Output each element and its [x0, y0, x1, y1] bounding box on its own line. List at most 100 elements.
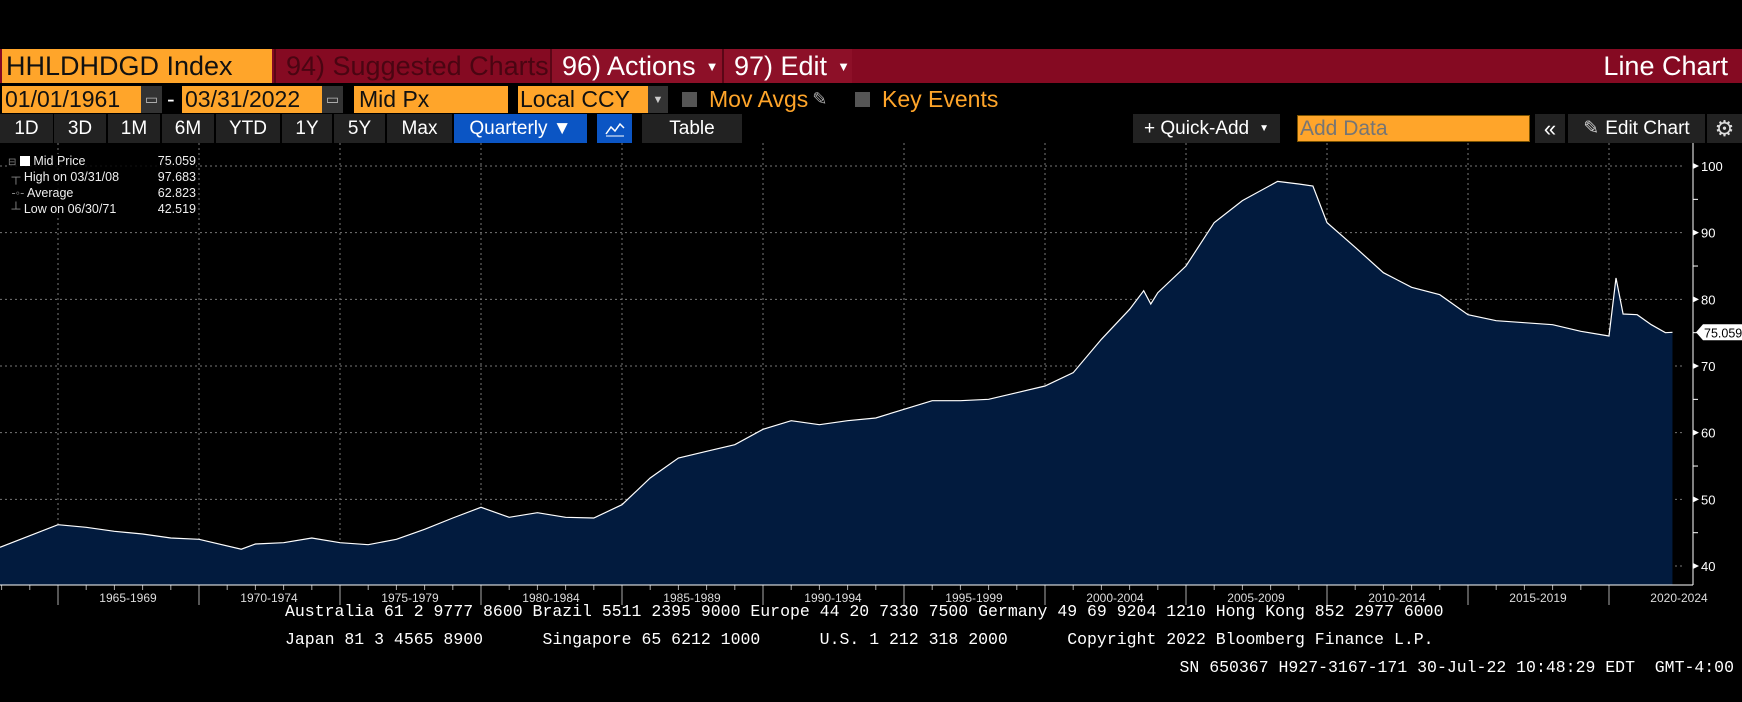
- footer-contacts-line2: Japan 81 3 4565 8900 Singapore 65 6212 1…: [285, 630, 1434, 649]
- y-tick-label: 90: [1701, 226, 1715, 241]
- x-tick-label: 1995-1999: [945, 591, 1003, 605]
- checkbox[interactable]: [855, 92, 870, 107]
- high-marker-icon: ┬: [8, 170, 21, 184]
- field-select[interactable]: Mid Px: [354, 86, 508, 113]
- checkbox[interactable]: [682, 92, 697, 107]
- quick-add-button[interactable]: + Quick-Add ▼: [1133, 114, 1280, 143]
- legend-item-average: -◦- Average 62.823: [8, 186, 196, 202]
- date-separator: -: [167, 86, 175, 112]
- x-tick-label: 2020-2024: [1650, 591, 1708, 605]
- x-tick-label: 2000-2004: [1086, 591, 1144, 605]
- x-tick-label: 2005-2009: [1227, 591, 1285, 605]
- mov-avgs-label: Mov Avgs: [709, 86, 809, 112]
- legend-label: Low on 06/30/71: [23, 202, 117, 216]
- frequency-dropdown[interactable]: Quarterly ▼: [454, 114, 587, 143]
- ticker-field[interactable]: HHLDHDGD Index: [2, 49, 272, 83]
- y-tick-label: 60: [1701, 426, 1715, 441]
- axes: 40 50 60 70 80 90 100 1965-1969 1970-1974 1975-19…: [0, 143, 1742, 605]
- x-tick-label: 1970-1974: [240, 591, 298, 605]
- table-button[interactable]: Table: [642, 114, 742, 143]
- y-tick-mark: [1693, 496, 1699, 503]
- edit-chart-button[interactable]: ✎ Edit Chart: [1568, 114, 1705, 143]
- y-tick-mark: [1693, 296, 1699, 303]
- range-5y[interactable]: 5Y: [334, 114, 385, 143]
- chevron-down-icon: ▼: [837, 58, 850, 74]
- footer-contacts-line1: Australia 61 2 9777 8600 Brazil 5511 239…: [285, 602, 1444, 621]
- chart-area[interactable]: 40 50 60 70 80 90 100 1965-1969 1970-1974 1975-19…: [0, 143, 1742, 605]
- range-1y[interactable]: 1Y: [282, 114, 332, 143]
- range-1d[interactable]: 1D: [0, 114, 53, 143]
- series-area-mid-price: [0, 181, 1673, 585]
- suggested-charts-button[interactable]: 94) Suggested Charts: [274, 49, 550, 83]
- key-events-toggle[interactable]: Key Events: [855, 86, 998, 113]
- legend-label: Average: [27, 186, 74, 200]
- key-events-label: Key Events: [882, 86, 999, 112]
- title-bar: HHLDHDGD Index 94) Suggested Charts 96) …: [0, 49, 1742, 83]
- y-tick-label: 70: [1701, 359, 1715, 374]
- x-tick-label: 2010-2014: [1368, 591, 1426, 605]
- currency-select[interactable]: Local CCY: [518, 86, 648, 113]
- pencil-icon: ✎: [1583, 118, 1600, 139]
- low-marker-icon: ┴: [8, 202, 21, 216]
- start-date-input[interactable]: 01/01/1961: [2, 86, 141, 113]
- footer-session-info: SN 650367 H927-3167-171 30-Jul-22 10:48:…: [1179, 658, 1735, 677]
- legend-value: 62.823: [157, 186, 196, 200]
- ticker-text: HHLDHDGD Index: [6, 50, 233, 81]
- legend-value: 75.059: [157, 154, 196, 168]
- gear-icon[interactable]: ⚙: [1707, 114, 1742, 143]
- legend-label: High on 03/31/08: [23, 170, 120, 184]
- add-data-input[interactable]: [1297, 115, 1530, 142]
- x-tick-label: 1990-1994: [804, 591, 862, 605]
- y-tick-mark: [1693, 229, 1699, 236]
- y-tick-label: 50: [1701, 492, 1715, 507]
- last-value-label: 75.059: [1704, 326, 1742, 340]
- actions-menu[interactable]: 96) Actions ▼: [550, 49, 722, 83]
- x-tick-label: 2015-2019: [1509, 591, 1567, 605]
- edit-chart-label: Edit Chart: [1605, 117, 1690, 139]
- y-tick-mark: [1693, 362, 1699, 369]
- y-tick-mark: [1693, 162, 1699, 169]
- y-tick-mark: [1693, 429, 1699, 436]
- collapse-icon[interactable]: ⊟: [8, 157, 17, 168]
- y-tick-label: 80: [1701, 292, 1715, 307]
- x-tick-label: 1975-1979: [381, 591, 439, 605]
- legend-label: Mid Price: [33, 154, 86, 168]
- edit-label: 97) Edit: [734, 50, 828, 81]
- series-line-mid-price: [0, 180, 1673, 550]
- line-chart-icon[interactable]: [597, 114, 632, 143]
- range-ytd[interactable]: YTD: [216, 114, 280, 143]
- legend-item-low: ┴ Low on 06/30/71 42.519: [8, 202, 196, 218]
- mov-avgs-toggle[interactable]: Mov Avgs ✎: [682, 86, 827, 113]
- chevron-down-icon: ▼: [705, 58, 719, 74]
- x-tick-label: 1985-1989: [663, 591, 721, 605]
- chevron-down-icon: ▼: [1259, 123, 1269, 134]
- legend-value: 42.519: [157, 202, 196, 216]
- range-max[interactable]: Max: [387, 114, 452, 143]
- range-1m[interactable]: 1M: [108, 114, 160, 143]
- y-tick-label: 100: [1701, 159, 1723, 174]
- end-date-input[interactable]: 03/31/2022: [182, 86, 322, 113]
- legend-value: 97.683: [157, 170, 196, 184]
- legend: ⊟ Mid Price 75.059 ┬ High on 03/31/08 97.6…: [8, 154, 196, 218]
- actions-label: 96) Actions: [562, 50, 696, 81]
- calendar-icon[interactable]: ▭: [141, 86, 162, 113]
- range-6m[interactable]: 6M: [162, 114, 214, 143]
- x-tick-label: 1980-1984: [522, 591, 580, 605]
- legend-item-high: ┬ High on 03/31/08 97.683: [8, 170, 196, 186]
- color-swatch: [19, 156, 30, 166]
- chevron-down-icon[interactable]: ▼: [648, 86, 668, 113]
- quick-add-label: + Quick-Add: [1144, 117, 1250, 139]
- calendar-icon[interactable]: ▭: [322, 86, 343, 113]
- edit-menu[interactable]: 97) Edit ▼: [722, 49, 852, 83]
- range-bar: 1D 3D 1M 6M YTD 1Y 5Y Max Quarterly ▼ Ta…: [0, 114, 1742, 143]
- last-value-tag: [1696, 324, 1742, 341]
- view-title: Line Chart: [1603, 50, 1728, 81]
- collapse-icon[interactable]: «: [1535, 114, 1565, 143]
- pencil-icon[interactable]: ✎: [812, 89, 828, 109]
- settings-bar: 01/01/1961 ▭ - 03/31/2022 ▭ Mid Px Local…: [0, 86, 1742, 113]
- y-tick-label: 40: [1701, 559, 1715, 574]
- range-3d[interactable]: 3D: [54, 114, 106, 143]
- y-tick-mark: [1693, 563, 1699, 569]
- legend-item-mid-price[interactable]: ⊟ Mid Price 75.059: [8, 154, 196, 170]
- average-marker-icon: -◦-: [8, 186, 25, 200]
